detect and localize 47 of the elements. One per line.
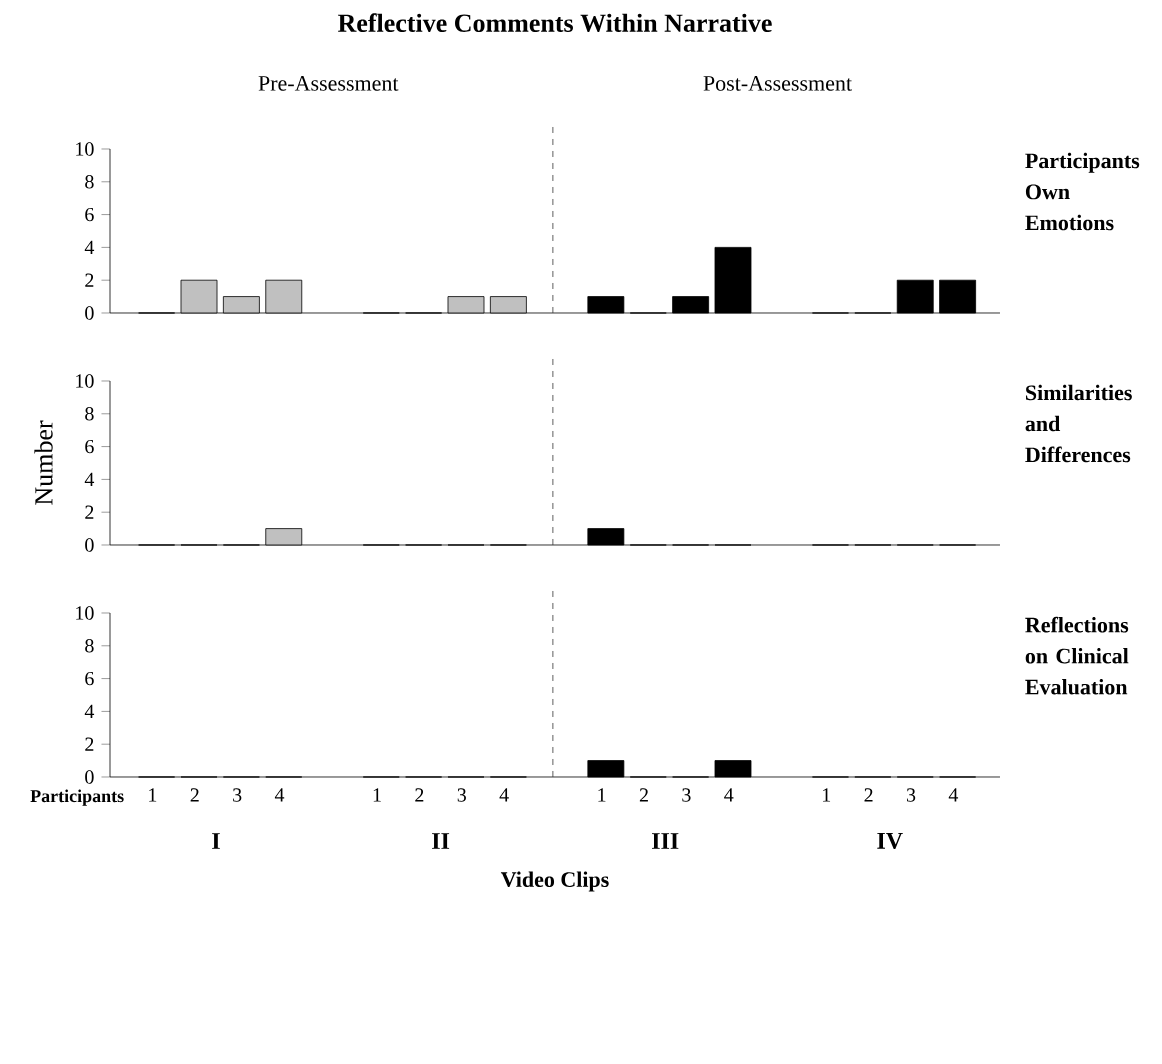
y-tick-label: 4 <box>84 472 95 486</box>
y-tick-label: 2 <box>85 273 94 287</box>
x-tick-label: 1 <box>149 788 157 802</box>
y-tick-label: 6 <box>85 671 94 686</box>
y-tick-label: 0 <box>85 770 94 784</box>
y-tick-label: 0 <box>85 538 94 552</box>
text: Post-Assessment <box>703 76 852 91</box>
x-tick-label: 3 <box>682 788 691 802</box>
x-tick-label: 2 <box>864 788 873 802</box>
y-tick-label: 4 <box>84 704 95 718</box>
y-tick-label: 2 <box>85 505 94 519</box>
y-tick-label: 10 <box>76 374 94 388</box>
y-tick-label: 2 <box>85 737 94 751</box>
y2-axis-title: Participants Own Emotions <box>1025 152 1140 231</box>
y-tick-label: 6 <box>85 207 94 222</box>
y-tick-label: 4 <box>84 240 95 254</box>
text: II <box>432 833 450 849</box>
y-tick-label: 8 <box>85 639 94 653</box>
text: Participants <box>30 789 124 806</box>
x-tick-label: 4 <box>948 788 959 802</box>
y2-axis-title: Similarities and Differences <box>1025 384 1132 463</box>
y-axis-title: Number <box>34 420 53 505</box>
y-tick-label: 0 <box>85 306 94 320</box>
x-tick-label: 3 <box>906 788 916 802</box>
y2-axis-title: Reflections on Clinical Evaluation <box>1025 616 1129 695</box>
x-tick-label: 1 <box>598 788 606 802</box>
x-tick-label: 4 <box>724 788 734 802</box>
chart-title: Reflective Comments Within Narrative <box>337 13 772 33</box>
x-axis-title: Video Clips <box>500 871 609 892</box>
x-tick-label: 1 <box>823 788 831 802</box>
x-tick-label: 3 <box>233 788 242 802</box>
y-tick-label: 8 <box>85 407 94 421</box>
text: Pre-Assessment <box>258 76 399 91</box>
x-tick-label: 2 <box>639 788 648 802</box>
x-tick-label: 4 <box>274 788 285 802</box>
x-tick-label: 2 <box>190 788 199 802</box>
x-tick-label: 1 <box>373 788 381 802</box>
x-tick-label: 3 <box>457 788 466 802</box>
text: IV <box>877 832 903 850</box>
text: I <box>212 833 220 849</box>
x-tick-label: 4 <box>499 788 509 802</box>
y-tick-label: 10 <box>76 606 94 620</box>
y-tick-label: 8 <box>85 175 94 189</box>
y-tick-label: 10 <box>76 142 94 156</box>
y-tick-label: 6 <box>85 439 94 454</box>
x-tick-label: 2 <box>415 788 424 802</box>
text: III <box>652 833 679 849</box>
